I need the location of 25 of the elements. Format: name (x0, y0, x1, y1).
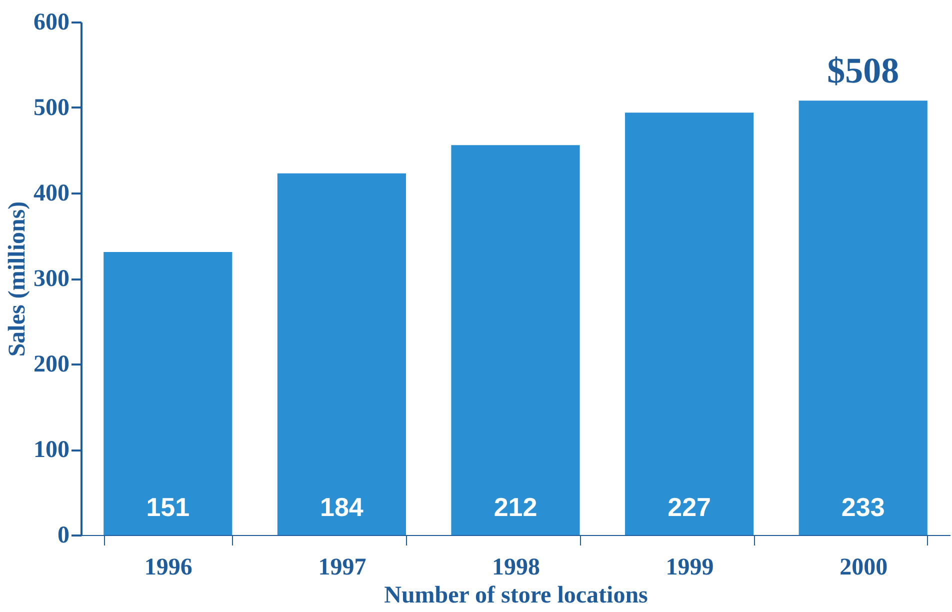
bar (624, 112, 754, 535)
bar (451, 145, 580, 535)
bar (798, 100, 928, 535)
y-tick-label: 500 (34, 95, 70, 121)
y-tick-label: 200 (34, 352, 70, 378)
y-tick-label: 100 (34, 437, 70, 463)
x-tick-label: 1998 (492, 554, 540, 580)
annotation: 227 (668, 492, 711, 522)
x-axis-title: Number of store locations (384, 582, 648, 608)
x-tick-label: 1996 (144, 554, 192, 580)
annotation: 233 (841, 492, 885, 522)
x-tick-label: 2000 (840, 554, 888, 580)
x-tick-label: 1999 (666, 554, 714, 580)
x-tick-label: 1997 (318, 554, 366, 580)
annotation: 151 (146, 492, 190, 522)
bar (104, 252, 232, 535)
annotation: 184 (320, 492, 364, 522)
y-tick-label: 300 (34, 266, 70, 292)
y-axis-title: Sales (millions) (4, 201, 30, 357)
annotation: 212 (494, 492, 538, 522)
y-tick-label: 0 (58, 522, 70, 548)
y-tick-label: 600 (34, 10, 70, 36)
bar (277, 173, 406, 535)
y-tick-label: 400 (34, 180, 70, 206)
annotation: $508 (827, 50, 900, 91)
